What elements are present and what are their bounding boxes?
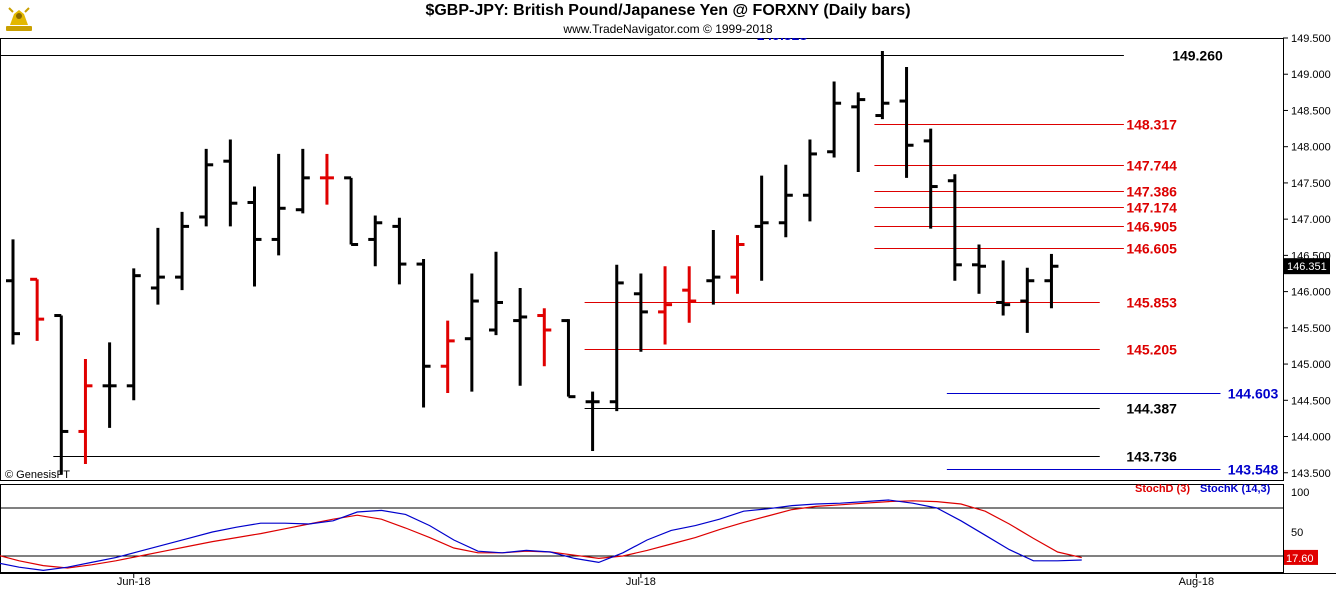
price-tick-label: 146.000 (1291, 287, 1331, 299)
price-tick-label: 144.000 (1291, 432, 1331, 444)
chart-title: $GBP-JPY: British Pound/Japanese Yen @ F… (425, 2, 911, 19)
stoch-series-line (0, 499, 1082, 572)
time-tick-label: Aug-18 (1179, 576, 1214, 588)
stoch-tick-label: 50 (1291, 527, 1303, 539)
partial-level-label: 149.528 (757, 27, 808, 43)
bull-logo-icon (6, 7, 32, 31)
price-tick-label: 147.000 (1291, 214, 1331, 226)
time-tick-label: Jun-18 (117, 576, 151, 588)
level-label: 146.905 (1126, 219, 1177, 235)
price-tick-label: 148.500 (1291, 105, 1331, 117)
level-label: 149.260 (1172, 48, 1223, 64)
chart-subtitle: www.TradeNavigator.com © 1999-2018 (563, 22, 773, 36)
price-tick-label: 149.500 (1291, 33, 1331, 45)
price-tick-label: 144.500 (1291, 395, 1331, 407)
stoch-series-line (0, 500, 1082, 569)
last-price-label: 146.351 (1287, 261, 1327, 273)
price-tick-label: 145.000 (1291, 359, 1331, 371)
time-tick-label: Jul-18 (626, 576, 656, 588)
price-tick-label: 149.000 (1291, 69, 1331, 81)
level-label: 144.603 (1228, 386, 1279, 402)
level-label: 143.548 (1228, 462, 1279, 478)
level-label: 145.853 (1126, 295, 1177, 311)
level-label: 144.387 (1126, 401, 1177, 417)
stoch-legend-d: StochD (3) (1135, 483, 1190, 495)
last-price-box (1284, 258, 1330, 275)
stoch-last-box (1284, 549, 1318, 565)
price-tick-label: 148.000 (1291, 142, 1331, 154)
level-label: 147.386 (1126, 184, 1177, 200)
level-label: 146.605 (1126, 241, 1177, 257)
stoch-tick-label: 100 (1291, 487, 1309, 499)
level-label: 145.205 (1126, 342, 1177, 358)
stoch-last-label: 17.60 (1286, 553, 1314, 565)
level-label: 147.744 (1126, 158, 1177, 174)
level-label: 148.317 (1126, 117, 1177, 133)
level-label: 143.736 (1126, 449, 1177, 465)
price-tick-label: 147.500 (1291, 178, 1331, 190)
level-label: 147.174 (1126, 200, 1177, 216)
watermark-label: © GenesisFT (5, 469, 70, 481)
price-tick-label: 145.500 (1291, 323, 1331, 335)
price-tick-label: 143.500 (1291, 468, 1331, 480)
stoch-legend-k: StochK (14,3) (1200, 483, 1271, 495)
stoch-panel-frame (0, 484, 1284, 573)
price-panel-frame (0, 38, 1284, 481)
